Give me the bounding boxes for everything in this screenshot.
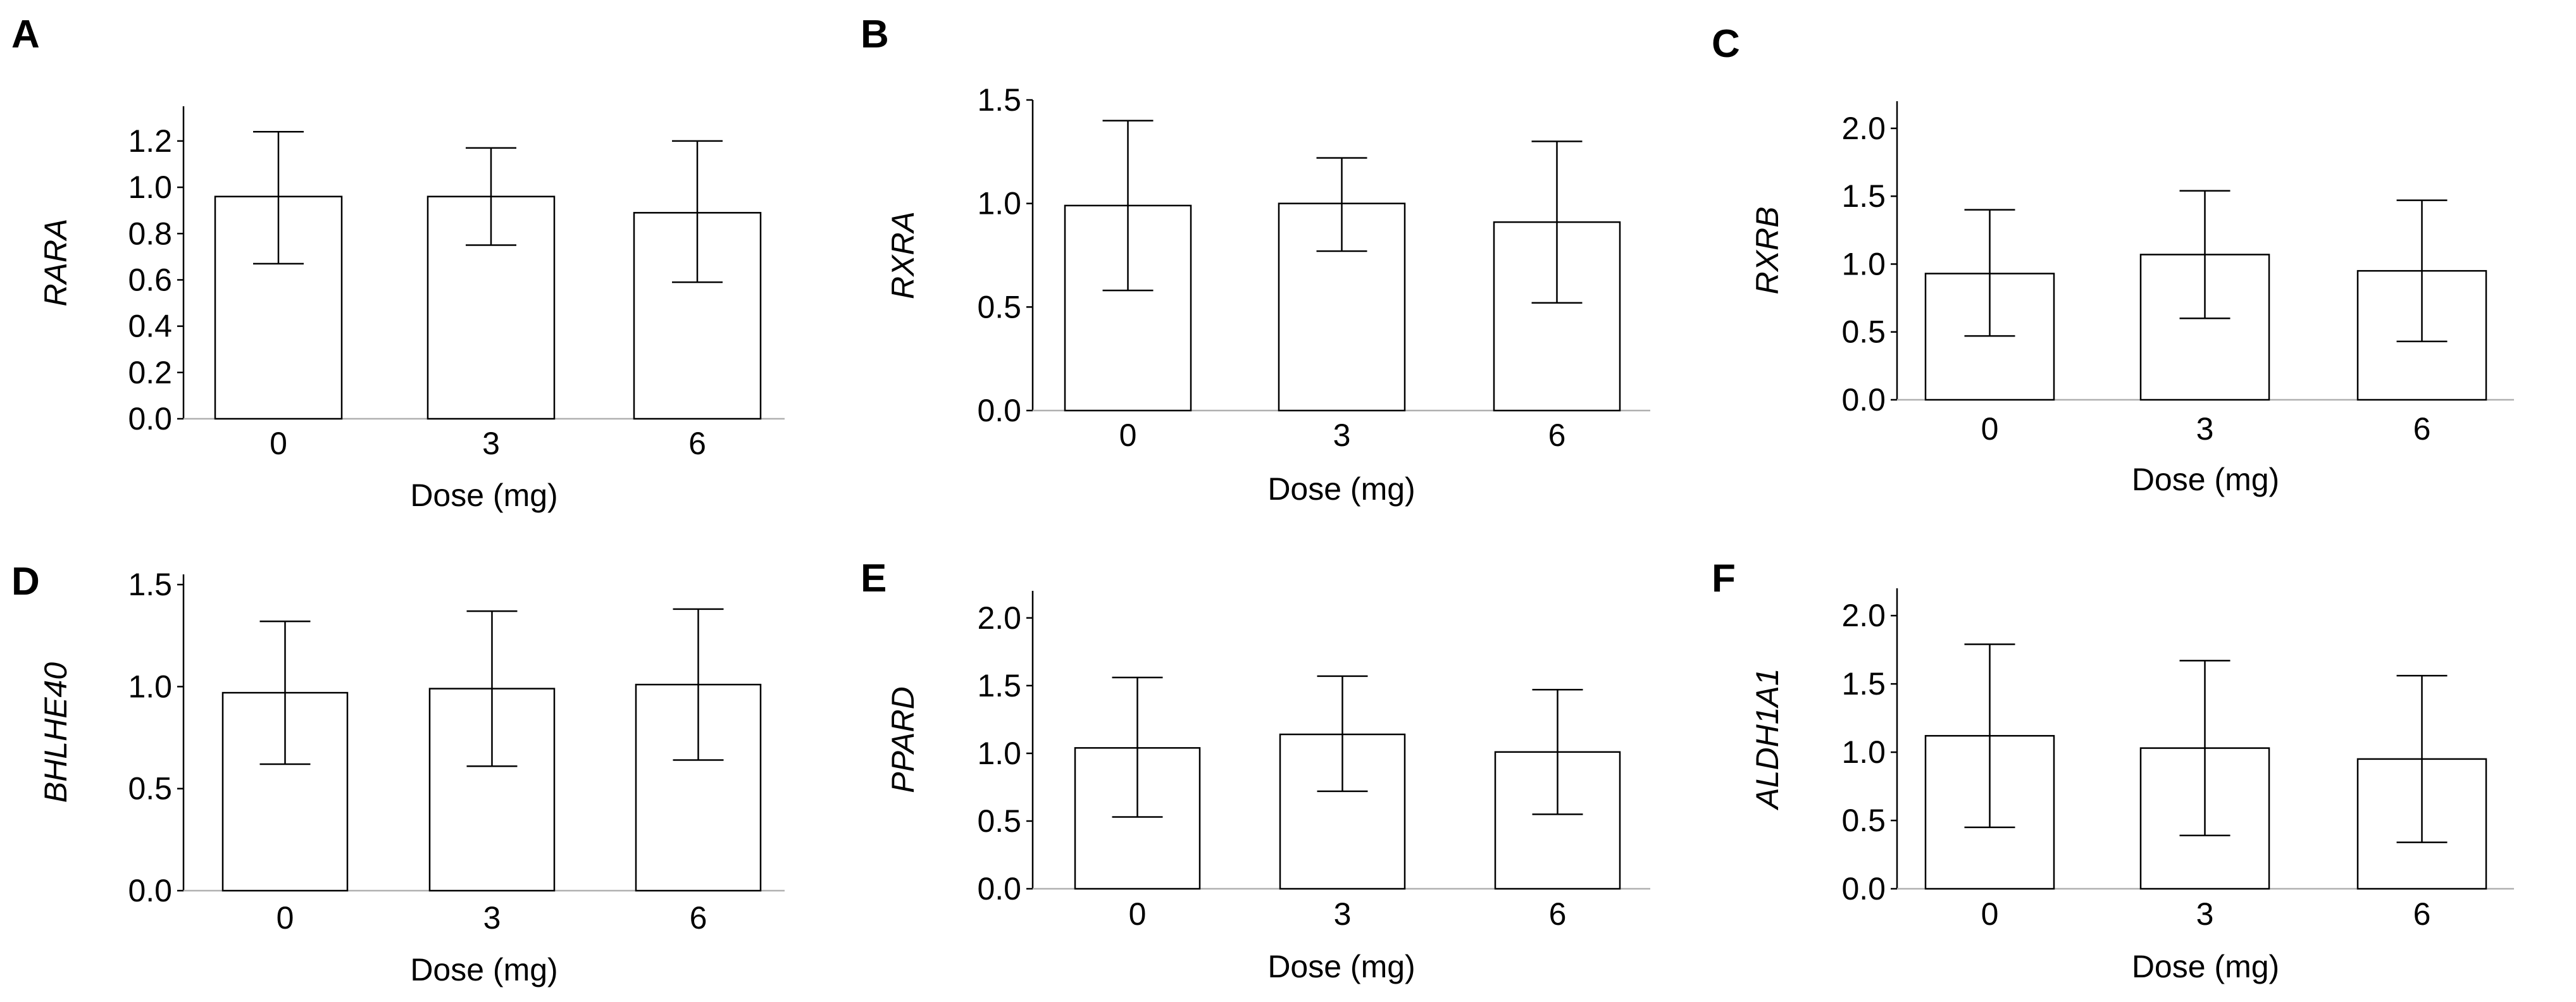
y-tick-label: 0.4 bbox=[128, 309, 172, 344]
y-axis-title: RXRA bbox=[885, 211, 921, 299]
y-tick-label: 0.5 bbox=[977, 803, 1021, 839]
x-tick-label: 3 bbox=[1334, 896, 1352, 932]
y-tick-label: 2.0 bbox=[1841, 111, 1886, 146]
x-tick-label: 3 bbox=[482, 426, 500, 461]
panel-letter: F bbox=[1712, 557, 1736, 600]
y-axis-title: RXRB bbox=[1750, 207, 1785, 295]
chart-panel-f: F 0.0 0.5 1.0 1.5 2.0 ALDH1A1 0 3 6 Dose (mg) bbox=[1712, 557, 2514, 984]
panel-letter: B bbox=[861, 13, 889, 56]
x-axis-title: Dose (mg) bbox=[2132, 462, 2279, 497]
y-axis-title: BHLHE40 bbox=[38, 662, 73, 803]
y-tick-label: 1.0 bbox=[1841, 734, 1886, 770]
y-axis-title: PPARD bbox=[885, 686, 921, 793]
y-tick-label: 0.5 bbox=[1841, 314, 1886, 350]
x-axis-title: Dose (mg) bbox=[410, 952, 557, 987]
x-tick-label: 6 bbox=[688, 426, 706, 461]
y-tick-label: 2.0 bbox=[977, 600, 1021, 636]
y-tick-label: 0.8 bbox=[128, 216, 172, 251]
y-axis-title: RARA bbox=[38, 219, 73, 307]
y-tick-label: 0.2 bbox=[128, 355, 172, 390]
x-tick-label: 3 bbox=[2196, 411, 2214, 447]
y-tick-label: 1.2 bbox=[128, 123, 172, 159]
x-axis-title: Dose (mg) bbox=[410, 478, 557, 513]
y-tick-label: 0.0 bbox=[1841, 871, 1886, 906]
y-tick-label: 0.0 bbox=[128, 401, 172, 436]
x-tick-label: 0 bbox=[1119, 418, 1137, 453]
chart-panel-d: D 0.0 0.5 1.0 1.5 BHLHE40 0 3 6 Dose (mg) bbox=[11, 560, 785, 987]
x-axis-title: Dose (mg) bbox=[1267, 471, 1415, 507]
x-tick-label: 0 bbox=[270, 426, 287, 461]
chart-panel-c: C 0.0 0.5 1.0 1.5 2.0 RXRB 0 3 6 Dose (mg) bbox=[1712, 22, 2514, 497]
y-tick-label: 0.0 bbox=[128, 873, 172, 908]
y-tick-label: 1.0 bbox=[128, 669, 172, 704]
x-tick-label: 6 bbox=[2413, 896, 2431, 932]
x-tick-label: 6 bbox=[690, 900, 707, 936]
panel-letter: A bbox=[11, 13, 40, 56]
y-tick-label: 1.0 bbox=[977, 736, 1021, 771]
y-axis-title: ALDH1A1 bbox=[1750, 668, 1785, 810]
y-tick-label: 0.0 bbox=[977, 871, 1021, 906]
y-tick-label: 1.0 bbox=[977, 186, 1021, 221]
y-tick-label: 0.5 bbox=[128, 771, 172, 807]
y-tick-label: 1.5 bbox=[128, 567, 172, 602]
y-tick-label: 1.5 bbox=[1841, 178, 1886, 214]
y-tick-label: 1.0 bbox=[128, 170, 172, 205]
y-tick-label: 0.0 bbox=[1841, 382, 1886, 418]
y-tick-label: 1.5 bbox=[977, 82, 1021, 118]
y-tick-label: 2.0 bbox=[1841, 598, 1886, 633]
x-tick-label: 0 bbox=[1981, 896, 1999, 932]
x-tick-label: 6 bbox=[1548, 418, 1566, 453]
x-axis-title: Dose (mg) bbox=[1267, 949, 1415, 984]
x-tick-label: 0 bbox=[277, 900, 294, 936]
y-tick-label: 0.5 bbox=[977, 289, 1021, 325]
y-tick-label: 1.5 bbox=[977, 668, 1021, 703]
chart-panel-a: A 0.0 0.2 0.4 0.6 0.8 1.0 1.2 RARA 0 3 6 Dose (mg) bbox=[11, 13, 785, 513]
panel-letter: D bbox=[11, 560, 40, 603]
y-tick-label: 0.5 bbox=[1841, 803, 1886, 838]
y-tick-label: 1.0 bbox=[1841, 246, 1886, 281]
y-tick-label: 0.6 bbox=[128, 262, 172, 297]
x-tick-label: 6 bbox=[2413, 411, 2431, 447]
x-tick-label: 6 bbox=[1549, 896, 1567, 932]
panel-letter: C bbox=[1712, 22, 1740, 66]
y-tick-label: 0.0 bbox=[977, 393, 1021, 428]
x-tick-label: 0 bbox=[1981, 411, 1999, 447]
chart-panel-e: E 0.0 0.5 1.0 1.5 2.0 PPARD 0 3 6 Dose (mg) bbox=[861, 557, 1650, 984]
x-tick-label: 3 bbox=[483, 900, 501, 936]
y-tick-label: 1.5 bbox=[1841, 666, 1886, 702]
x-tick-label: 3 bbox=[1333, 418, 1351, 453]
panel-letter: E bbox=[861, 557, 887, 600]
x-axis-title: Dose (mg) bbox=[2132, 949, 2279, 984]
x-tick-label: 3 bbox=[2196, 896, 2214, 932]
chart-panel-b: B 0.0 0.5 1.0 1.5 RXRA 0 3 6 Dose (mg) bbox=[861, 13, 1650, 507]
x-tick-label: 0 bbox=[1129, 896, 1147, 932]
